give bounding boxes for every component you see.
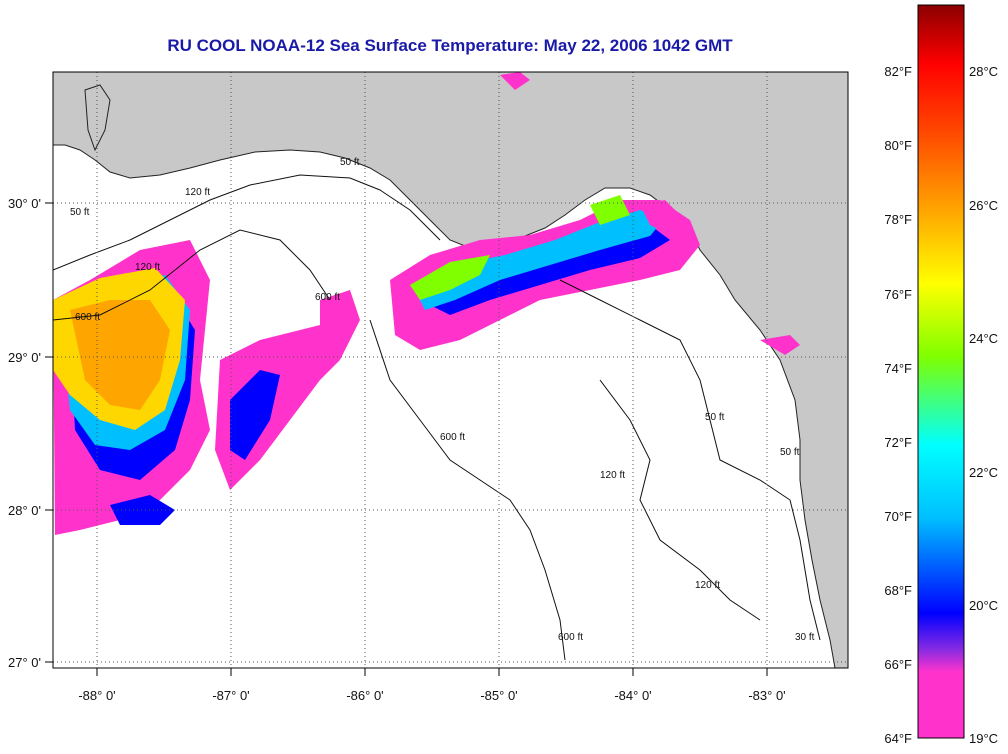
fahrenheit-label: 68°F	[884, 583, 912, 598]
fahrenheit-label: 76°F	[884, 287, 912, 302]
celsius-label: 24°C	[969, 331, 998, 346]
lon-tick-label: -88° 0'	[78, 688, 115, 703]
fahrenheit-label: 64°F	[884, 731, 912, 746]
contour-label: 600 ft	[440, 432, 465, 443]
lon-tick-label: -83° 0'	[748, 688, 785, 703]
colorbar	[917, 4, 965, 739]
lon-tick-label: -86° 0'	[346, 688, 383, 703]
longitude-labels: -88° 0' -87° 0' -86° 0' -85° 0' -84° 0' …	[78, 688, 785, 703]
contour-label: 600 ft	[75, 312, 100, 323]
contour-labels: 50 ft 120 ft 600 ft 600 ft 120 ft 50 ft …	[70, 157, 815, 643]
contour-label: 120 ft	[185, 187, 210, 198]
contour-label: 50 ft	[340, 157, 360, 168]
lon-tick-label: -84° 0'	[614, 688, 651, 703]
contour-label: 30 ft	[795, 632, 815, 643]
celsius-label: 19°C	[969, 731, 998, 746]
latitude-labels: 30° 0' 29° 0' 28° 0' 27° 0'	[8, 196, 41, 670]
fahrenheit-label: 72°F	[884, 435, 912, 450]
fahrenheit-label: 80°F	[884, 138, 912, 153]
contour-label: 50 ft	[780, 447, 800, 458]
colorbar-celsius-labels: 28°C 26°C 24°C 22°C 20°C 19°C	[969, 64, 998, 746]
lat-tick-label: 30° 0'	[8, 196, 41, 211]
lat-tick-label: 28° 0'	[8, 503, 41, 518]
lon-tick-label: -85° 0'	[480, 688, 517, 703]
fahrenheit-label: 78°F	[884, 212, 912, 227]
fahrenheit-label: 66°F	[884, 657, 912, 672]
celsius-label: 20°C	[969, 598, 998, 613]
contour-label: 600 ft	[558, 632, 583, 643]
axis-ticks	[45, 202, 768, 676]
depth-contours	[53, 174, 821, 661]
lat-tick-label: 27° 0'	[8, 655, 41, 670]
lon-tick-label: -87° 0'	[212, 688, 249, 703]
celsius-label: 22°C	[969, 465, 998, 480]
contour-label: 120 ft	[695, 580, 720, 591]
contour-label: 120 ft	[135, 262, 160, 273]
contour-label: 50 ft	[70, 207, 90, 218]
fahrenheit-label: 82°F	[884, 64, 912, 79]
celsius-label: 28°C	[969, 64, 998, 79]
land-bay-detail	[84, 84, 111, 152]
contour-label: 120 ft	[600, 470, 625, 481]
contour-label: 50 ft	[705, 412, 725, 423]
land-florida-panhandle	[53, 72, 848, 668]
lat-tick-label: 29° 0'	[8, 350, 41, 365]
colorbar-fahrenheit-labels: 82°F 80°F 78°F 76°F 74°F 72°F 70°F 68°F …	[884, 64, 912, 746]
celsius-label: 26°C	[969, 198, 998, 213]
map-title: RU COOL NOAA-12 Sea Surface Temperature:…	[167, 36, 733, 55]
map-frame	[52, 71, 849, 669]
fahrenheit-label: 74°F	[884, 361, 912, 376]
fahrenheit-label: 70°F	[884, 509, 912, 524]
grid-lines	[53, 72, 848, 668]
contour-label: 600 ft	[315, 292, 340, 303]
